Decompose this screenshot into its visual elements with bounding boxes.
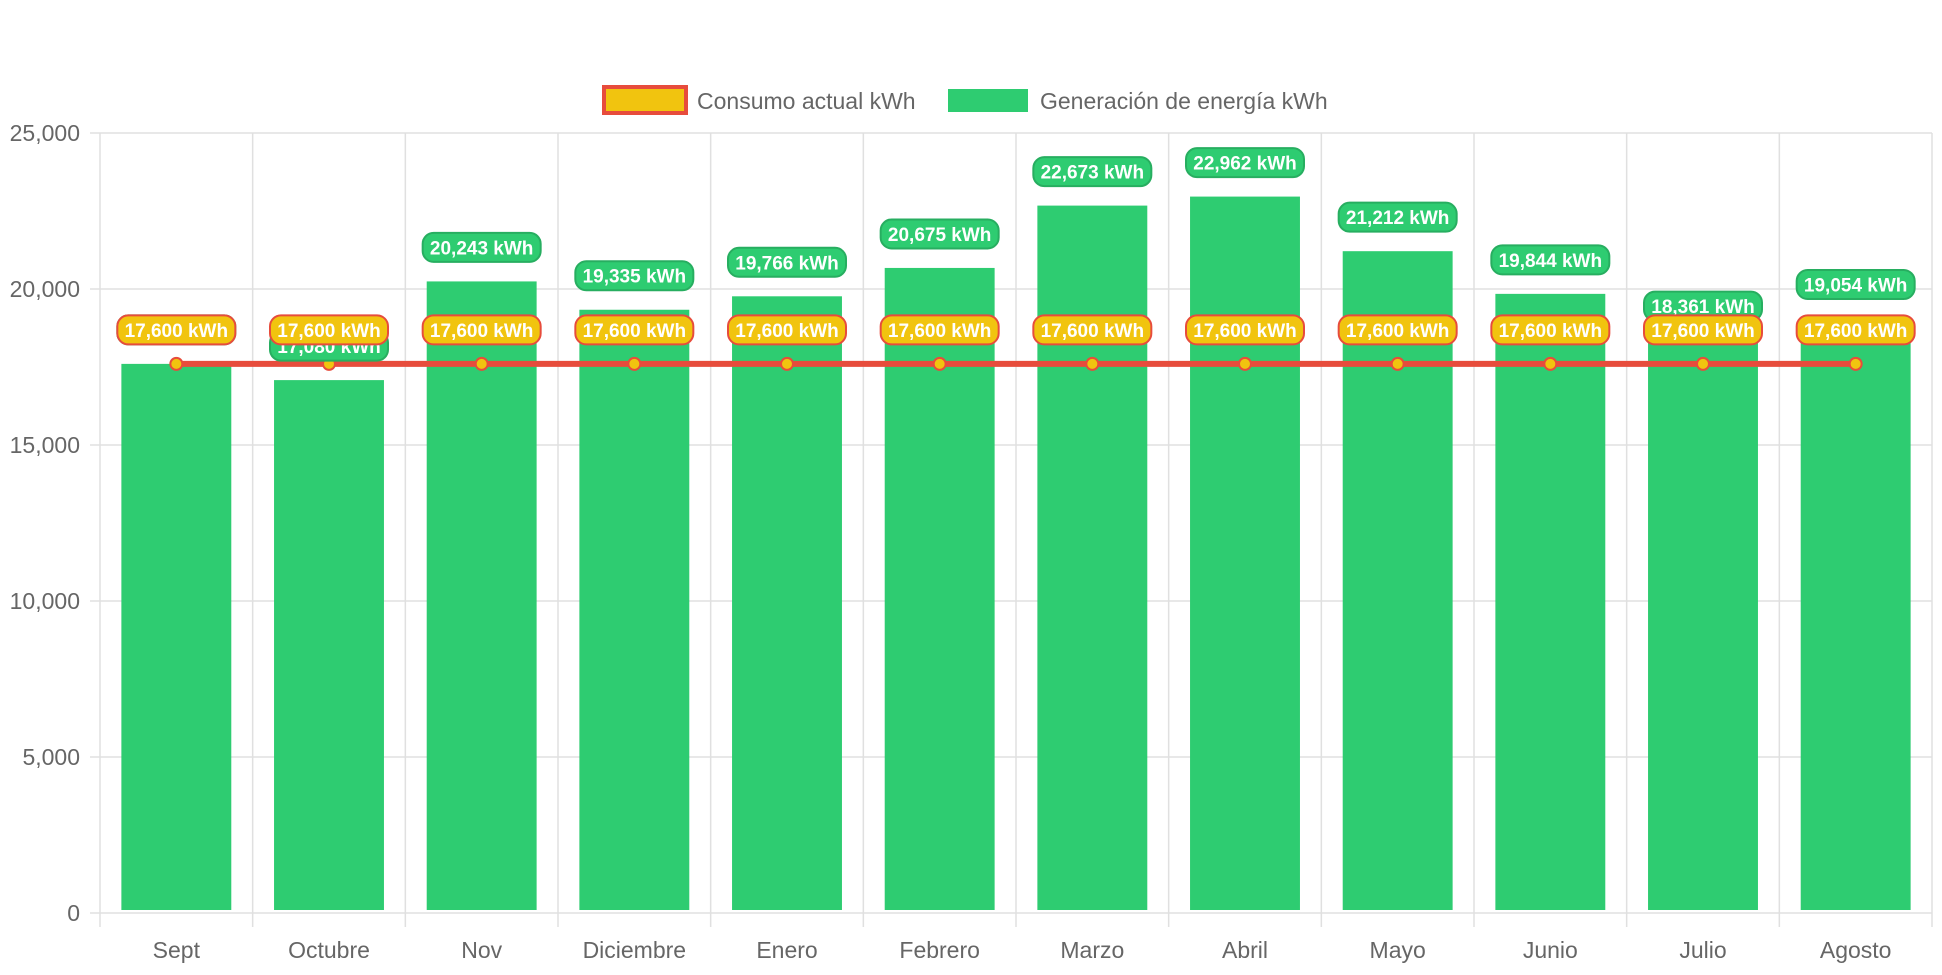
y-tick-label: 20,000 <box>10 276 80 302</box>
generacion-bar[interactable] <box>1648 340 1758 910</box>
x-tick-label: Diciembre <box>583 937 687 963</box>
generacion-bar[interactable] <box>1037 205 1148 910</box>
bars-layer <box>121 196 1911 911</box>
consumo-line-layer <box>169 356 1863 371</box>
generacion-data-label: 19,766 kWh <box>735 253 839 274</box>
consumo-data-label: 17,600 kWh <box>277 321 381 342</box>
consumo-data-label-bg <box>1185 314 1305 346</box>
x-tick-label: Agosto <box>1820 937 1892 963</box>
generacion-data-label-bg <box>574 260 695 292</box>
generacion-bar[interactable] <box>1800 318 1911 910</box>
y-tick-label: 0 <box>67 900 80 926</box>
generacion-data-label-bg <box>1032 156 1153 188</box>
consumo-data-label-bg <box>269 314 389 346</box>
consumo-data-label: 17,600 kWh <box>125 321 229 342</box>
legend[interactable]: Consumo actual kWh Generación de energía… <box>602 85 1328 115</box>
consumo-data-label: 17,600 kWh <box>1193 321 1297 342</box>
generacion-data-label-bg <box>421 231 542 263</box>
x-tick-label: Nov <box>461 937 502 963</box>
generacion-bar[interactable] <box>884 267 995 910</box>
generacion-data-label: 20,675 kWh <box>888 225 992 246</box>
consumo-point[interactable] <box>1390 356 1405 371</box>
generacion-data-label: 20,243 kWh <box>430 238 534 259</box>
x-tick-label: Junio <box>1523 937 1578 963</box>
generacion-data-label: 19,054 kWh <box>1804 276 1908 297</box>
legend-swatch-consumo <box>602 85 688 115</box>
consumo-point[interactable] <box>1543 356 1558 371</box>
consumo-data-label-bg <box>574 314 695 346</box>
consumo-data-label: 17,600 kWh <box>1041 321 1145 342</box>
consumo-data-label: 17,600 kWh <box>1804 321 1908 342</box>
generacion-data-label-bg <box>879 218 1000 250</box>
consumo-point[interactable] <box>1696 356 1710 371</box>
consumo-data-label-bg <box>1032 314 1153 346</box>
generacion-bar[interactable] <box>732 296 842 911</box>
consumo-data-label: 17,600 kWh <box>583 321 687 342</box>
consumo-point[interactable] <box>780 356 794 371</box>
generacion-data-label-bg <box>1795 269 1916 301</box>
x-axis: Sept Octubre Nov Diciembre Enero Febrero Marzo… <box>153 937 1892 963</box>
generacion-data-label-bg <box>727 246 847 278</box>
y-tick-label: 15,000 <box>10 432 80 458</box>
consumo-data-label-bg <box>1795 314 1916 346</box>
generacion-bar[interactable] <box>1342 251 1453 910</box>
y-tick-label: 10,000 <box>10 588 80 614</box>
consumo-data-label-bg <box>879 314 1000 346</box>
consumo-point[interactable] <box>627 356 642 371</box>
consumo-data-label: 17,600 kWh <box>1651 321 1755 342</box>
generacion-bar[interactable] <box>121 363 232 910</box>
consumo-point[interactable] <box>169 356 184 371</box>
consumo-point[interactable] <box>474 356 489 371</box>
consumo-data-label: 17,600 kWh <box>1499 321 1603 342</box>
generacion-data-label: 22,962 kWh <box>1193 154 1297 175</box>
consumo-data-label-bg <box>1490 314 1611 346</box>
consumo-data-label-bg <box>727 314 847 346</box>
generacion-bar[interactable] <box>1495 293 1606 910</box>
x-tick-label: Abril <box>1222 937 1268 963</box>
generacion-bar[interactable] <box>1190 196 1300 911</box>
generacion-data-label: 19,844 kWh <box>1499 251 1603 272</box>
generacion-data-label-bg <box>1490 244 1611 276</box>
legend-label-consumo: Consumo actual kWh <box>697 88 916 114</box>
consumo-data-label: 17,600 kWh <box>430 321 534 342</box>
legend-swatch-generacion <box>948 89 1028 112</box>
grid-layer <box>90 132 1933 927</box>
consumo-point[interactable] <box>1085 356 1100 371</box>
y-tick-label: 5,000 <box>22 744 80 770</box>
generacion-bar[interactable] <box>274 380 384 910</box>
consumo-data-label-bg <box>116 314 237 346</box>
x-tick-label: Sept <box>153 937 201 963</box>
generacion-bar[interactable] <box>579 309 690 910</box>
consumo-data-label-bg <box>1337 314 1458 346</box>
x-tick-label: Enero <box>756 937 817 963</box>
x-tick-label: Marzo <box>1060 937 1124 963</box>
x-tick-label: Octubre <box>288 937 370 963</box>
generacion-data-label: 21,212 kWh <box>1346 208 1450 229</box>
consumo-data-label: 17,600 kWh <box>1346 321 1450 342</box>
consumo-data-label: 17,600 kWh <box>888 321 992 342</box>
generacion-data-label: 22,673 kWh <box>1041 163 1145 184</box>
generacion-data-label: 18,361 kWh <box>1651 297 1755 318</box>
x-tick-label: Mayo <box>1370 937 1426 963</box>
generacion-data-label-bg <box>1337 201 1458 233</box>
generacion-data-label: 19,335 kWh <box>583 267 687 288</box>
legend-label-generacion: Generación de energía kWh <box>1040 88 1328 114</box>
consumo-data-label: 17,600 kWh <box>735 321 839 342</box>
consumo-point[interactable] <box>1238 356 1252 371</box>
consumo-data-label-bg <box>1643 314 1763 346</box>
consumo-point[interactable] <box>1848 356 1863 371</box>
x-tick-label: Julio <box>1679 937 1726 963</box>
y-axis: 0 5,000 10,000 15,000 20,000 25,000 <box>10 120 80 926</box>
generacion-bar[interactable] <box>426 281 537 910</box>
consumo-point[interactable] <box>932 356 947 371</box>
y-tick-label: 25,000 <box>10 120 80 146</box>
generacion-data-label-bg <box>1185 147 1305 179</box>
x-tick-label: Febrero <box>899 937 980 963</box>
consumo-data-label-bg <box>421 314 542 346</box>
